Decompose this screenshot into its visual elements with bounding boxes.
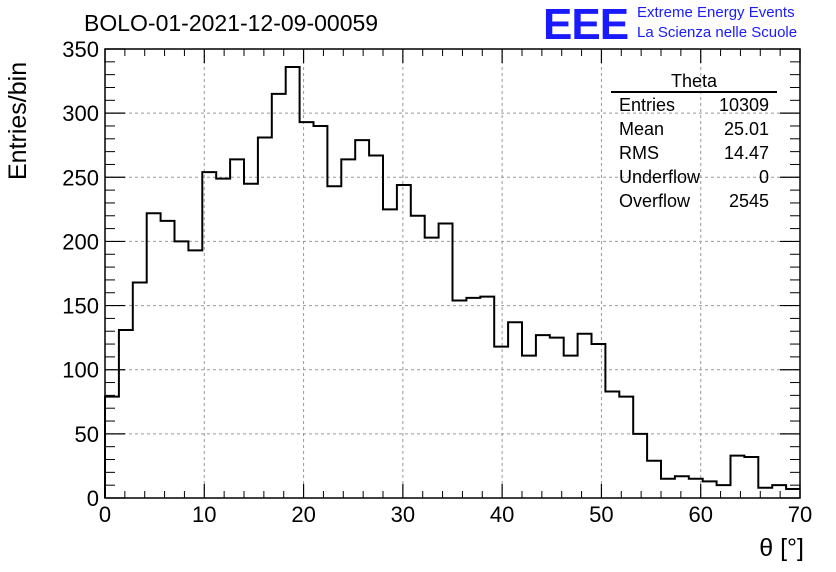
stats-row: Entries 10309 (611, 93, 777, 117)
axis-ticks: 0 10 20 30 40 50 60 70 0 50 100 150 200 250 300 350 (62, 37, 812, 527)
y-axis-label: Entries/bin (4, 61, 32, 180)
histogram-line (104, 65, 800, 498)
x-tick-label: 0 (99, 502, 111, 527)
x-tick-label: 10 (192, 502, 216, 527)
stats-value: 0 (758, 167, 769, 187)
stats-value: 2545 (728, 191, 769, 211)
y-tick-label: 350 (62, 37, 99, 62)
x-tick-label: 70 (788, 502, 812, 527)
stats-title: Theta (611, 71, 777, 93)
grid-lines (105, 49, 800, 498)
x-tick-label: 40 (490, 502, 514, 527)
plot-frame (104, 48, 801, 499)
y-tick-label: 300 (62, 101, 99, 126)
stats-label: Entries (619, 95, 676, 115)
x-axis-label: θ [°] (759, 534, 804, 562)
x-tick-label: 20 (291, 502, 315, 527)
y-tick-label: 100 (62, 358, 99, 383)
stats-box: Theta Entries 10309 Mean 25.01 RMS 14.47… (611, 71, 777, 213)
y-tick-label: 50 (75, 422, 99, 447)
stats-row: Overflow 2545 (611, 189, 777, 213)
stats-row: Underflow 0 (611, 165, 777, 189)
chart-title: BOLO-01-2021-12-09-00059 (84, 10, 379, 36)
stats-label: Mean (619, 119, 665, 139)
stats-row: RMS 14.47 (611, 141, 777, 165)
x-tick-label: 50 (589, 502, 613, 527)
y-tick-label: 250 (62, 165, 99, 190)
stats-value: 14.47 (723, 143, 769, 163)
x-tick-label: 30 (391, 502, 415, 527)
y-tick-label: 0 (87, 486, 99, 511)
y-tick-label: 150 (62, 294, 99, 319)
logo-caption-1: Extreme Energy Events (637, 4, 795, 21)
stats-label: Underflow (619, 167, 701, 187)
x-tick-label: 60 (688, 502, 712, 527)
logo-caption-2: La Scienza nelle Scuole (637, 24, 798, 41)
stats-value: 10309 (718, 95, 769, 115)
stats-label: RMS (619, 143, 659, 163)
stats-label: Overflow (619, 191, 691, 211)
y-tick-label: 200 (62, 229, 99, 254)
stats-row: Mean 25.01 (611, 117, 777, 141)
eee-logo: EEE (543, 0, 629, 49)
stats-value: 25.01 (723, 119, 769, 139)
